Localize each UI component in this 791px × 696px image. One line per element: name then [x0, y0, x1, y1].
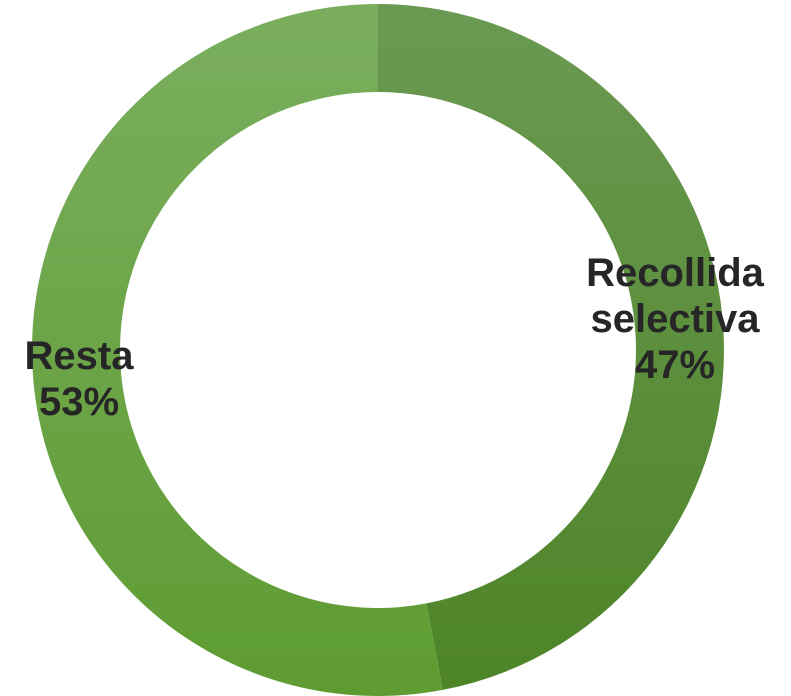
donut-slice-recollida-selectiva	[378, 4, 725, 690]
slice-label-line-1: Recollida	[586, 251, 764, 295]
slice-label-recollida-selectiva: Recollida selectiva 47%	[560, 250, 790, 388]
slice-label-line-2: selectiva	[590, 297, 760, 341]
slice-percent-label: 53%	[38, 380, 120, 424]
donut-slices	[32, 4, 725, 696]
slice-label-resta: Resta 53%	[0, 333, 158, 425]
slice-label-line-1: Resta	[24, 334, 134, 378]
slice-percent-label: 47%	[634, 343, 716, 387]
donut-slice-resta	[32, 4, 443, 696]
